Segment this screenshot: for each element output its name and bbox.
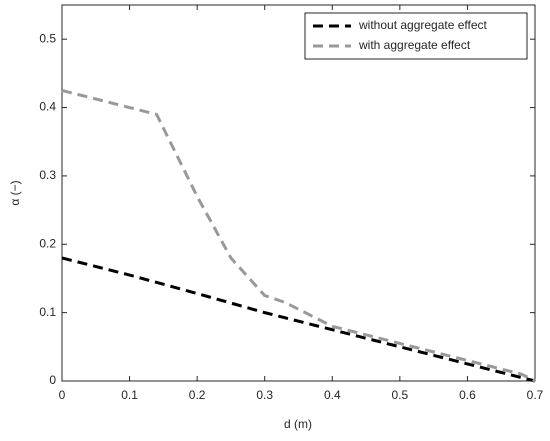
x-tick-label: 0.2 — [189, 388, 206, 402]
data-line — [61, 89, 536, 383]
y-tick-label: 0.1 — [39, 305, 56, 319]
x-tick-label: 0.1 — [121, 388, 138, 402]
y-tick-label: 0.5 — [39, 31, 56, 45]
y-axis-label: α (−) — [8, 180, 22, 205]
y-tick-label: 0.3 — [39, 168, 56, 182]
x-tick-label: 0.3 — [256, 388, 273, 402]
x-tick-label: 0 — [59, 388, 66, 402]
y-tick-label: 0.2 — [39, 236, 56, 250]
y-tick-label: 0 — [49, 373, 56, 387]
x-tick-label: 0.5 — [392, 388, 409, 402]
x-tick-label: 0.6 — [459, 388, 476, 402]
x-tick-label: 0.7 — [527, 388, 544, 402]
data-line — [61, 256, 536, 383]
legend-box — [304, 12, 528, 60]
y-tick-label: 0.4 — [39, 100, 56, 114]
legend-label: without aggregate effect — [358, 18, 488, 32]
x-tick-label: 0.4 — [324, 388, 341, 402]
plot-frame — [61, 4, 536, 382]
x-axis-label: d (m) — [284, 417, 312, 431]
legend-label: with aggregate effect — [358, 38, 471, 52]
